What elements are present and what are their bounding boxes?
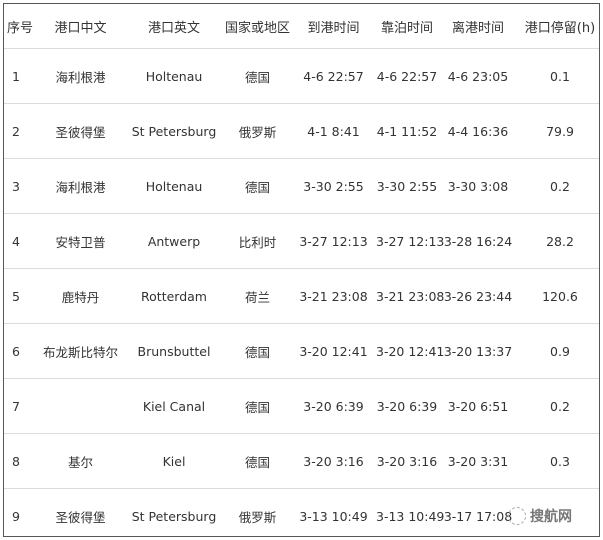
header-departure: 离港时间 [451,20,504,36]
header-row: 序号 港口中文 港口英文 国家或地区 到港时间 靠泊时间 离港时间 港口停留(h) [4,4,599,49]
cell-port-cn: 基尔 [37,433,124,489]
cell-arrival: 4-6 22:57 [291,48,376,104]
cell-stay-hours: 0.1 [518,48,599,104]
cell-port-cn: 安特卫普 [37,213,124,269]
cell-berth: 4-6 22:57 [376,48,438,104]
header-berth: 靠泊时间 [380,20,433,36]
cell-departure: 3-28 16:24 [438,213,518,269]
cell-arrival: 3-20 6:39 [291,378,376,434]
cell-berth: 3-30 2:55 [376,158,438,214]
table-row: 7 Kiel Canal 德国 3-20 6:39 3-20 6:39 3-20 6:51… [4,378,599,434]
cell-berth: 3-13 10:49 [376,488,444,536]
cell-berth: 4-1 11:52 [376,103,438,159]
cell-country: 德国 [224,378,291,434]
header-index: 序号 [7,20,34,36]
watermark-text: 搜航网 [530,509,572,525]
cell-index: 6 [4,323,37,379]
header-port-en: 港口英文 [147,20,200,36]
cell-port-en: Kiel [124,433,224,489]
cell-berth: 3-21 23:08 [376,268,444,324]
cell-stay-hours: 120.6 [518,268,599,324]
cell-departure: 4-6 23:05 [438,48,518,104]
cell-arrival: 3-21 23:08 [291,268,376,324]
cell-departure: 3-20 3:31 [438,433,518,489]
cell-arrival: 3-20 12:41 [291,323,376,379]
cell-port-en: Holtenau [124,48,224,104]
cell-stay-hours: 28.2 [518,213,599,269]
cell-stay-hours: 0.9 [518,323,599,379]
cell-port-cn: 鹿特丹 [37,268,124,324]
cell-arrival: 3-27 12:13 [291,213,376,269]
cell-arrival: 3-30 2:55 [291,158,376,214]
cell-country: 比利时 [224,213,291,269]
table-row: 9 圣彼得堡 St Petersburg 俄罗斯 3-13 10:49 3-13 10:4… [4,488,599,536]
table-row: 6 布龙斯比特尔 Brunsbuttel 德国 3-20 12:41 3-20 12:41… [4,323,599,379]
watermark: 搜航网 [508,506,572,526]
table-row: 8 基尔 Kiel 德国 3-20 3:16 3-20 3:16 3-20 3:31 0.3 [4,433,599,489]
cell-arrival: 3-20 3:16 [291,433,376,489]
cell-departure: 3-20 13:37 [438,323,518,379]
cell-departure: 3-20 6:51 [438,378,518,434]
cell-index: 8 [4,433,37,489]
table-body: 1 海利根港 Holtenau 德国 4-6 22:57 4-6 22:57 4-6 23:… [4,48,599,536]
cell-country: 俄罗斯 [224,488,291,536]
cell-departure: 4-4 16:36 [438,103,518,159]
header-country: 国家或地区 [224,20,290,36]
cell-departure: 3-17 17:08 [438,488,518,536]
cell-index: 3 [4,158,37,214]
table-row: 3 海利根港 Holtenau 德国 3-30 2:55 3-30 2:55 3-30 3:… [4,158,599,214]
cell-index: 4 [4,213,37,269]
cell-arrival: 3-13 10:49 [291,488,376,536]
cell-port-cn: 海利根港 [37,48,124,104]
port-call-table-frame: 序号 港口中文 港口英文 国家或地区 到港时间 靠泊时间 离港时间 港口停留(h) 1 海利根港… [3,3,600,537]
cell-country: 德国 [224,158,291,214]
cell-index: 1 [4,48,37,104]
header-stay-hours: 港口停留(h) [524,20,596,36]
cell-departure: 3-26 23:44 [438,268,518,324]
cell-stay-hours: 79.9 [518,103,599,159]
cell-country: 德国 [224,433,291,489]
table-row: 5 鹿特丹 Rotterdam 荷兰 3-21 23:08 3-21 23:08 3-26 … [4,268,599,324]
table-row: 2 圣彼得堡 St Petersburg 俄罗斯 4-1 8:41 4-1 11:52 4-… [4,103,599,159]
cell-stay-hours [518,488,599,536]
header-port-cn: 港口中文 [54,20,107,36]
cell-country: 荷兰 [224,268,291,324]
cell-berth: 3-20 6:39 [376,378,438,434]
wechat-icon [508,507,526,525]
cell-country: 德国 [224,48,291,104]
cell-country: 德国 [224,323,291,379]
cell-arrival: 4-1 8:41 [291,103,376,159]
cell-port-en: St Petersburg [124,488,224,536]
cell-port-en: Antwerp [124,213,224,269]
cell-index: 2 [4,103,37,159]
cell-port-cn: 海利根港 [37,158,124,214]
cell-index: 5 [4,268,37,324]
header-arrival: 到港时间 [307,20,360,36]
cell-stay-hours: 0.2 [518,378,599,434]
cell-port-cn: 布龙斯比特尔 [37,323,124,379]
cell-departure: 3-30 3:08 [438,158,518,214]
cell-port-en: Kiel Canal [124,378,224,434]
cell-stay-hours: 0.2 [518,158,599,214]
cell-port-en: St Petersburg [124,103,224,159]
table-row: 4 安特卫普 Antwerp 比利时 3-27 12:13 3-27 12:13 3-28 … [4,213,599,269]
cell-stay-hours: 0.3 [518,433,599,489]
cell-index: 9 [4,488,37,536]
cell-port-cn [37,378,124,434]
cell-berth: 3-20 3:16 [376,433,438,489]
cell-country: 俄罗斯 [224,103,291,159]
table-row: 1 海利根港 Holtenau 德国 4-6 22:57 4-6 22:57 4-6 23:… [4,48,599,104]
cell-port-en: Holtenau [124,158,224,214]
cell-port-en: Brunsbuttel [124,323,224,379]
cell-port-cn: 圣彼得堡 [37,103,124,159]
cell-port-cn: 圣彼得堡 [37,488,124,536]
cell-berth: 3-27 12:13 [376,213,444,269]
cell-port-en: Rotterdam [124,268,224,324]
port-call-table: 序号 港口中文 港口英文 国家或地区 到港时间 靠泊时间 离港时间 港口停留(h) 1 海利根港… [4,4,599,536]
cell-berth: 3-20 12:41 [376,323,444,379]
cell-index: 7 [4,378,37,434]
